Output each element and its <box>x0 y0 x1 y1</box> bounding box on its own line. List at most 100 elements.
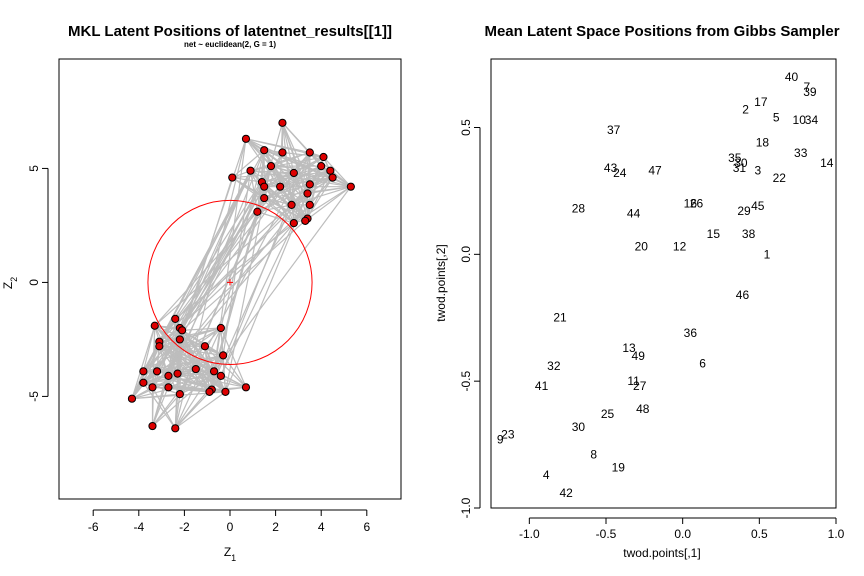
network-edge <box>143 345 206 384</box>
network-edge <box>231 149 265 179</box>
left-x-axis-label-sub: 1 <box>231 553 236 563</box>
network-edge <box>220 222 295 377</box>
point-label: 22 <box>773 171 787 185</box>
point-label: 41 <box>535 379 549 393</box>
right-x-tick-label: 1.0 <box>828 527 845 541</box>
latent-point <box>209 367 219 376</box>
network-edge <box>152 386 210 393</box>
point-label: 30 <box>734 156 748 170</box>
network-edge <box>204 345 247 388</box>
latent-point <box>175 335 184 344</box>
point-label: 24 <box>613 166 627 180</box>
right-panel: Mean Latent Space Positions from Gibbs S… <box>434 23 845 560</box>
network-edge <box>179 375 222 395</box>
latent-point <box>278 118 287 127</box>
left-plot-area <box>127 118 355 433</box>
left-x-tick-label: -6 <box>88 520 99 534</box>
left-points <box>127 118 355 433</box>
point-label: 17 <box>754 95 768 109</box>
latent-point <box>191 364 200 374</box>
left-y-axis: -5 0 5 <box>27 165 49 402</box>
latent-point <box>266 162 276 171</box>
latent-point <box>175 390 184 399</box>
point-label: 27 <box>633 379 647 393</box>
point-label: 42 <box>559 486 573 500</box>
latent-point <box>303 189 312 198</box>
latent-point <box>164 371 173 380</box>
point-label: 32 <box>547 359 561 373</box>
point-label: 44 <box>627 207 641 221</box>
point-label: 33 <box>794 146 808 160</box>
network-edge <box>250 170 294 174</box>
network-edge <box>263 197 295 224</box>
cluster-center-cross <box>227 279 233 286</box>
network-edge <box>323 156 352 188</box>
latent-point <box>139 367 148 376</box>
network-edge <box>304 186 352 222</box>
left-x-tick-label: 4 <box>318 520 325 534</box>
point-label: 8 <box>590 448 597 462</box>
right-x-tick-label: -1.0 <box>519 527 540 541</box>
point-label: 1 <box>764 247 771 261</box>
point-label: 14 <box>820 156 834 170</box>
latent-point <box>301 216 310 225</box>
network-edge <box>293 172 333 179</box>
point-label: 47 <box>648 164 662 178</box>
latent-point <box>305 200 314 210</box>
point-label: 19 <box>612 460 626 474</box>
right-plot-frame <box>490 58 837 509</box>
latent-point <box>246 166 255 175</box>
network-edge <box>257 204 292 213</box>
network-edge <box>250 170 351 188</box>
network-edge <box>131 371 144 399</box>
right-x-axis-label: twod.points[,1] <box>623 546 700 560</box>
network-edge <box>250 170 281 188</box>
point-label: 3 <box>754 164 761 178</box>
latent-point <box>178 326 187 335</box>
latent-point <box>150 321 159 330</box>
right-y-tick-label: -1.0 <box>459 497 473 518</box>
latent-point <box>253 207 262 216</box>
network-edge <box>222 355 247 388</box>
latent-point <box>287 200 296 210</box>
latent-point <box>317 162 326 171</box>
point-label: 49 <box>632 349 646 363</box>
network-edge <box>174 389 213 429</box>
point-label: 38 <box>742 227 756 241</box>
latent-point <box>127 394 137 403</box>
network-edge <box>224 197 265 392</box>
network-edge <box>213 186 352 372</box>
latent-point <box>171 314 180 323</box>
point-label: 10 <box>793 113 807 127</box>
network-edge <box>279 186 311 206</box>
point-label: 26 <box>690 197 704 211</box>
latent-point <box>205 387 214 396</box>
point-label: 29 <box>737 204 751 218</box>
network-edge <box>152 393 181 427</box>
left-x-tick-label: 6 <box>363 520 370 534</box>
latent-point <box>221 387 230 396</box>
point-label: 4 <box>543 468 550 482</box>
network-edge <box>261 172 295 183</box>
left-y-tick-label: 0 <box>27 279 41 286</box>
network-edge <box>142 170 252 372</box>
latent-point <box>216 323 225 333</box>
latent-point <box>241 383 251 392</box>
point-label: 37 <box>607 123 621 137</box>
right-y-tick-label: -0.5 <box>459 371 473 392</box>
point-label: 12 <box>673 240 687 254</box>
right-y-axis: -1.0 -0.5 0.0 0.5 <box>459 119 481 518</box>
network-edge <box>151 386 176 429</box>
latent-point <box>305 148 314 157</box>
latent-point <box>216 371 225 380</box>
network-edge <box>168 370 215 388</box>
network-edge <box>232 176 263 183</box>
latent-point <box>319 152 328 162</box>
network-edge <box>179 197 265 329</box>
network-edge <box>142 382 176 429</box>
left-x-tick-label: -4 <box>133 520 144 534</box>
latent-point <box>305 180 314 189</box>
network-edge <box>131 368 197 400</box>
point-label: 34 <box>805 113 819 127</box>
